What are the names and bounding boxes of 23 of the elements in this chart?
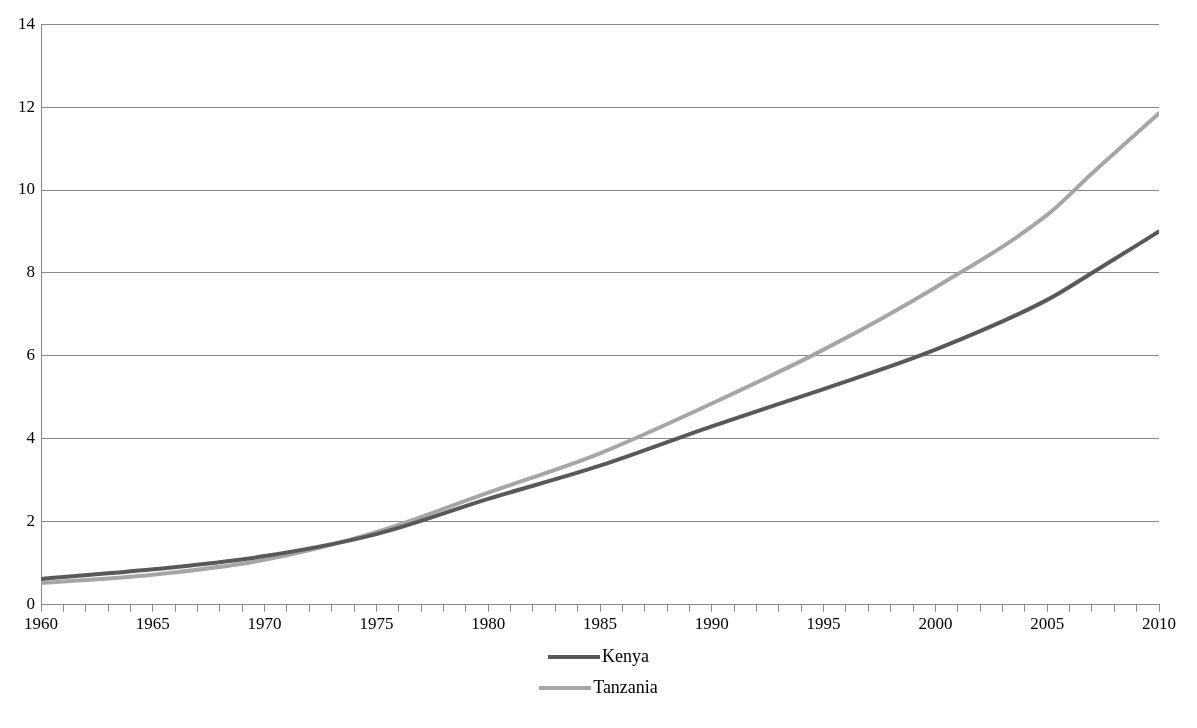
x-tick-label: 1985 [583,614,617,634]
y-tick-label: 10 [18,179,35,199]
x-tick-label: 1965 [135,614,170,634]
x-tick-label: 1980 [471,614,506,634]
line-series [41,229,1159,581]
y-tick-label: 14 [18,13,36,33]
x-tick-label: 2005 [1030,614,1065,634]
y-tick-label: 8 [26,262,35,282]
x-tick-label: 1990 [694,614,729,634]
y-tick-label: 0 [26,594,35,614]
y-tick-label: 2 [26,511,35,531]
line-series [41,111,1159,586]
legend-label: Tanzania [593,677,658,698]
x-tick-label: 2000 [918,614,953,634]
legend-label: Kenya [602,646,649,667]
x-tick-label: 1970 [247,614,282,634]
y-tick-label: 4 [26,428,36,448]
x-tick-label: 1960 [24,614,58,634]
y-tick-label: 12 [18,96,35,116]
x-tick-label: 1975 [359,614,394,634]
y-tick-label: 6 [26,345,35,365]
x-tick-label: 1995 [806,614,841,634]
x-tick-label: 2010 [1142,614,1176,634]
